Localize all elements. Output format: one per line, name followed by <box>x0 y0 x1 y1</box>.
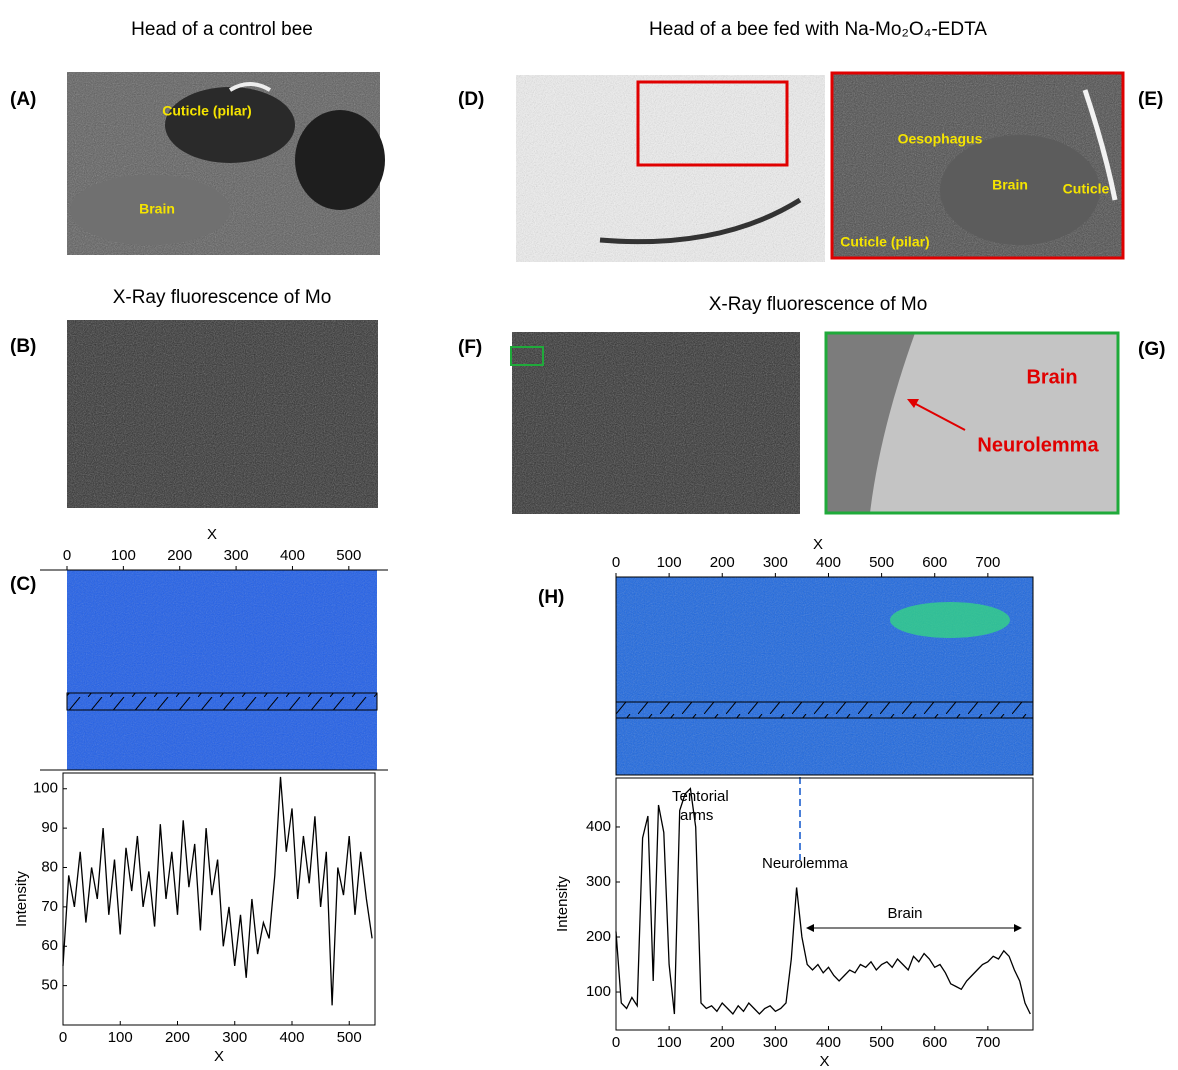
x-tick-label: 400 <box>816 554 841 571</box>
x-tick-label: 400 <box>279 1029 304 1046</box>
x-tick-label: 200 <box>710 554 735 571</box>
image-label: Brain <box>139 201 175 217</box>
annotation: Tentorial <box>672 788 729 805</box>
data-line <box>62 776 373 1006</box>
y-tick-label: 100 <box>586 983 611 1000</box>
panel-label: (H) <box>538 587 564 608</box>
title: Head of a control bee <box>131 19 313 40</box>
y-tick-label: 80 <box>41 858 58 875</box>
x-tick-label: 600 <box>922 554 947 571</box>
axis-label: Intensity <box>13 871 30 927</box>
x-tick-label: 0 <box>63 547 71 564</box>
image-label: Oesophagus <box>898 131 983 147</box>
y-tick-label: 300 <box>586 873 611 890</box>
y-tick-label: 100 <box>33 780 58 797</box>
image-f <box>510 332 800 514</box>
panel-label: (F) <box>458 337 482 358</box>
x-tick-label: 200 <box>165 1029 190 1046</box>
x-tick-label: 700 <box>975 554 1000 571</box>
y-tick-label: 70 <box>41 898 58 915</box>
x-tick-label: 100 <box>657 554 682 571</box>
image-a: Cuticle (pilar) Brain <box>67 72 385 255</box>
heatmap-c <box>40 569 388 771</box>
x-tick-label: 0 <box>612 554 620 571</box>
y-tick-label: 200 <box>586 928 611 945</box>
x-tick-label: 500 <box>336 547 361 564</box>
y-tick-label: 50 <box>41 977 58 994</box>
image-e: Oesophagus Brain Cuticle Cuticle (pilar) <box>830 71 1125 260</box>
panel-label: (E) <box>1138 89 1163 110</box>
annotation: Neurolemma <box>762 855 849 872</box>
x-tick-label: 300 <box>222 1029 247 1046</box>
y-tick-label: 90 <box>41 819 58 836</box>
x-tick-label: 600 <box>922 1034 947 1051</box>
x-tick-label: 100 <box>657 1034 682 1051</box>
x-tick-label: 300 <box>763 1034 788 1051</box>
panel-labels: (A) (B) (C) (D) (E) (F) (G) (H) <box>10 89 1165 608</box>
titles: Head of a control bee Head of a bee fed … <box>113 19 988 315</box>
panel-label: (B) <box>10 336 36 357</box>
plot-frame <box>615 777 1034 1031</box>
x-tick-label: 400 <box>280 547 305 564</box>
x-tick-label: 500 <box>869 554 894 571</box>
x-tick-label: 200 <box>710 1034 735 1051</box>
panel-label: (C) <box>10 574 36 595</box>
image-label: Cuticle (pilar) <box>840 234 929 250</box>
image-b <box>67 320 378 508</box>
x-tick-label: 500 <box>869 1034 894 1051</box>
title: X-Ray fluorescence of Mo <box>113 287 332 308</box>
annotation: Brain <box>887 905 922 922</box>
image-label: Brain <box>1026 366 1077 388</box>
y-tick-label: 60 <box>41 937 58 954</box>
axis-label: Intensity <box>554 876 571 932</box>
x-tick-label: 200 <box>167 547 192 564</box>
x-tick-label: 500 <box>337 1029 362 1046</box>
x-tick-label: 100 <box>111 547 136 564</box>
image-label: Cuticle (pilar) <box>162 103 251 119</box>
x-tick-label: 300 <box>224 547 249 564</box>
axis-label: X <box>207 526 217 543</box>
axis-label: X <box>813 536 823 553</box>
x-tick-label: 100 <box>108 1029 133 1046</box>
data-line <box>615 787 1031 1016</box>
x-tick-label: 700 <box>975 1034 1000 1051</box>
title: Head of a bee fed with Na-Mo₂O₄-EDTA <box>649 19 987 40</box>
heatmap-h <box>615 576 1034 776</box>
image-label: Neurolemma <box>977 434 1099 456</box>
image-g: Brain Neurolemma <box>824 331 1120 515</box>
axis-label: X <box>214 1048 224 1065</box>
annotation: arms <box>680 807 713 824</box>
x-tick-label: 0 <box>59 1029 67 1046</box>
plot-frame <box>62 772 376 1026</box>
x-tick-label: 300 <box>763 554 788 571</box>
axis-label: X <box>819 1053 829 1070</box>
image-d <box>516 75 825 262</box>
panel-label: (G) <box>1138 339 1165 360</box>
y-tick-label: 400 <box>586 818 611 835</box>
panel-label: (D) <box>458 89 484 110</box>
image-label: Cuticle <box>1063 181 1110 197</box>
image-label: Brain <box>992 177 1028 193</box>
x-tick-label: 0 <box>612 1034 620 1051</box>
x-tick-label: 400 <box>816 1034 841 1051</box>
title: X-Ray fluorescence of Mo <box>709 294 928 315</box>
panel-label: (A) <box>10 89 36 110</box>
